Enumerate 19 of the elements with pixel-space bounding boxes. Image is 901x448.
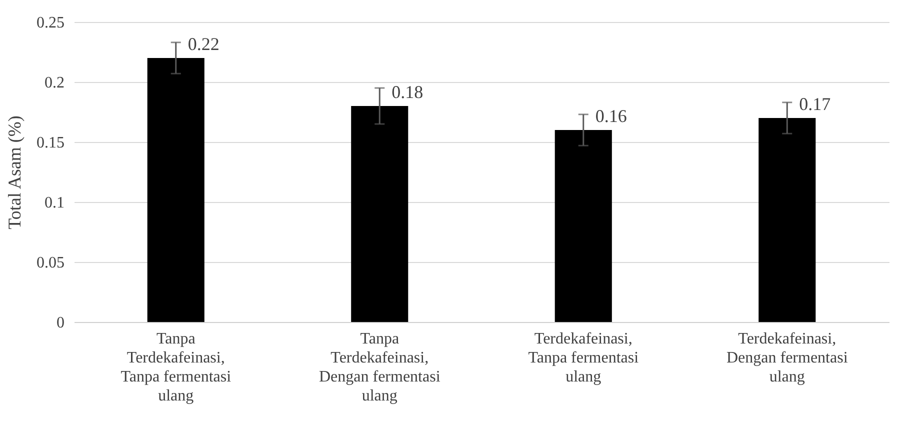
y-tick-label: 0.25 xyxy=(36,14,64,32)
y-tick-label: 0.05 xyxy=(36,254,64,272)
data-label: 0.22 xyxy=(188,34,220,54)
bar xyxy=(351,106,408,322)
data-label: 0.17 xyxy=(799,94,831,114)
x-tick-label: Terdekafeinasi, Tanpa fermentasi ulang xyxy=(528,330,640,386)
y-tick-label: 0 xyxy=(56,314,64,332)
y-tick-label: 0.1 xyxy=(44,194,64,212)
bar xyxy=(147,58,204,322)
data-label: 0.18 xyxy=(392,82,424,102)
bar xyxy=(758,118,816,322)
bar xyxy=(554,130,612,322)
data-label: 0.16 xyxy=(595,106,627,126)
x-tick-label: Terdekafeinasi, Dengan fermentasi ulang xyxy=(726,330,848,386)
x-tick-label: Tanpa Terdekafeinasi, Tanpa fermentasi ulang xyxy=(120,330,232,404)
y-tick-label: 0.15 xyxy=(36,134,64,152)
x-tick-label: Tanpa Terdekafeinasi, Dengan fermentasi ulang xyxy=(318,330,441,404)
y-tick-label: 0.2 xyxy=(44,74,64,92)
y-axis-title: Total Asam (%) xyxy=(4,116,24,230)
